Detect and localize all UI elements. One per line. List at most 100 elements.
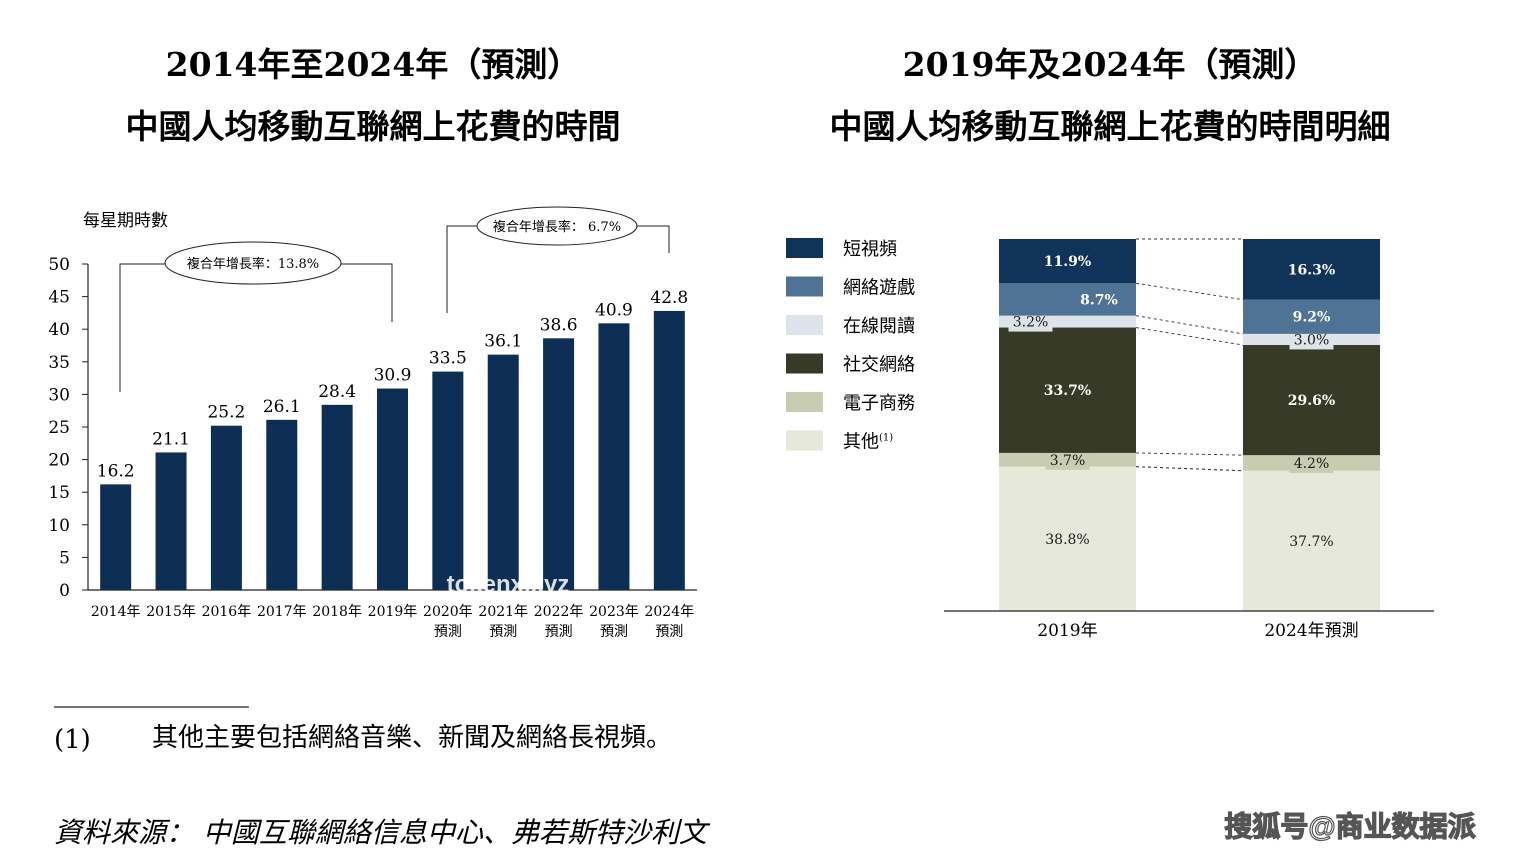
bar-value-label: 36.1 xyxy=(484,332,522,352)
x-axis-labels-right: 2019年 2024年預測 xyxy=(1037,621,1358,641)
segment-value-label: 8.7% xyxy=(1080,292,1118,308)
y-axis-unit-label: 每星期時數 xyxy=(83,211,168,231)
y-tick-label: 5 xyxy=(59,548,70,568)
y-tick-label: 25 xyxy=(48,418,70,438)
legend-swatch xyxy=(786,430,823,451)
bar xyxy=(210,425,242,590)
y-axis-ticks: 0 5 10 15 20 25 30 35 40 45 50 xyxy=(48,255,88,601)
legend-label: 在線閱讀 xyxy=(843,316,915,337)
y-tick-label: 20 xyxy=(48,451,70,471)
x-tick-label: 2017年 xyxy=(257,604,307,620)
segment-connector xyxy=(1135,282,1244,301)
x-tick-label: 2020年 xyxy=(423,604,473,620)
x-tick-sublabel: 預測 xyxy=(489,624,517,640)
stacked-segment xyxy=(999,283,1136,316)
x-tick-sublabel: 預測 xyxy=(434,624,462,640)
x-tick-label: 2016年 xyxy=(202,604,252,620)
bar xyxy=(321,404,353,590)
segment-value-label: 38.8% xyxy=(1045,532,1089,548)
legend-swatch xyxy=(786,392,823,412)
legend-swatch xyxy=(786,238,823,258)
segment-value-label: 16.3% xyxy=(1288,262,1335,278)
legend-label: 短視頻 xyxy=(843,239,897,260)
right-chart-title-line2: 中國人均移動互聯網上花費的時間明細 xyxy=(830,107,1391,146)
bar-series: 16.2 21.1 25.2 26.1 28.4 30.9 33.5 36.1 38.6 40.9… xyxy=(97,288,688,590)
segment-connector-lines xyxy=(1135,238,1244,472)
x-tick-sublabel: 預測 xyxy=(545,624,573,640)
stacked-segment xyxy=(1243,345,1380,456)
x-tick-label: 2021年 xyxy=(478,604,528,620)
bar xyxy=(543,338,575,590)
y-tick-label: 45 xyxy=(48,288,70,308)
cagr-ellipse-2 xyxy=(476,206,638,246)
bar-value-label: 33.5 xyxy=(429,349,467,369)
segment-value-label: 11.9% xyxy=(1044,254,1091,270)
bar xyxy=(377,388,408,590)
footnote-text: 其他主要包括網絡音樂、新聞及網絡長視頻。 xyxy=(152,723,672,753)
segment-label-bg xyxy=(1045,449,1090,470)
y-tick-label: 10 xyxy=(48,516,70,536)
segment-value-label: 9.2% xyxy=(1293,310,1331,326)
cagr-bracket-right xyxy=(340,263,393,322)
bar-value-label: 16.2 xyxy=(97,461,135,481)
cagr-label-2: 複合年增長率： 6.7% xyxy=(493,219,621,235)
source-note: 資料來源： 中國互聯網絡信息中心、弗若斯特沙利文 xyxy=(54,816,711,849)
segment-value-label: 3.2% xyxy=(1013,315,1049,331)
x-tick-label: 2015年 xyxy=(146,604,196,620)
stacked-segment xyxy=(1243,299,1380,334)
segment-value-label: 3.0% xyxy=(1294,332,1330,348)
segment-value-label: 37.7% xyxy=(1289,534,1333,550)
bar xyxy=(598,323,630,590)
x-tick-label-right: 2024年預測 xyxy=(1264,621,1358,641)
bar-value-label: 30.9 xyxy=(374,366,412,386)
watermark-center: tokenx.xyz xyxy=(447,571,570,598)
stacked-segment xyxy=(1243,470,1380,611)
legend-label: 其他(1) xyxy=(843,432,893,453)
y-tick-label: 0 xyxy=(59,581,70,601)
x-tick-label: 2014年 xyxy=(91,604,141,620)
segment-value-label: 3.7% xyxy=(1050,453,1086,469)
footnote-marker: (1) xyxy=(54,725,91,755)
cagr-bracket-left xyxy=(119,263,166,392)
legend-swatch xyxy=(786,276,823,297)
stacked-segment xyxy=(1243,239,1380,300)
cagr-ellipse-1 xyxy=(164,241,342,285)
cagr2-bracket-right xyxy=(636,225,670,253)
growth-bar-chart: 每星期時數 0 5 10 15 20 25 30 35 40 45 50 16.2 21.1 25.2 2… xyxy=(48,206,697,640)
bar-value-label: 26.1 xyxy=(263,397,301,417)
x-tick-sublabel: 預測 xyxy=(655,624,683,640)
legend-label: 電子商務 xyxy=(843,393,915,414)
segment-connector xyxy=(1135,466,1244,472)
x-tick-label: 2023年 xyxy=(589,604,639,620)
x-tick-label: 2024年 xyxy=(644,604,694,620)
segment-connector xyxy=(1135,315,1244,335)
bar xyxy=(487,354,519,590)
left-chart-title-line1: 2014年至2024年（預測） xyxy=(166,45,581,84)
legend-label: 網絡遊戲 xyxy=(843,278,915,299)
stacked-segment xyxy=(999,327,1136,453)
y-tick-label: 50 xyxy=(48,255,70,275)
bar-value-label: 38.6 xyxy=(540,315,578,335)
x-tick-label: 2022年 xyxy=(534,604,584,620)
segment-connector xyxy=(1135,327,1244,346)
x-tick-label: 2019年 xyxy=(368,604,418,620)
bar xyxy=(155,452,187,590)
right-chart-title-line1: 2019年及2024年（預測） xyxy=(903,45,1318,84)
bar xyxy=(266,419,298,590)
bar xyxy=(432,371,464,590)
bar-value-label: 40.9 xyxy=(595,300,633,320)
segment-value-label: 29.6% xyxy=(1288,393,1335,409)
segment-value-label: 4.2% xyxy=(1294,456,1330,472)
bar-value-label: 25.2 xyxy=(207,403,245,423)
stacked-segment xyxy=(999,315,1136,328)
watermark-corner: 搜狐号@商业数据派 xyxy=(1224,811,1475,842)
legend-label: 社交網絡 xyxy=(843,355,915,376)
y-tick-label: 30 xyxy=(48,385,70,405)
x-tick-label: 2018年 xyxy=(312,604,362,620)
segment-label-bg xyxy=(1289,329,1334,350)
stacked-segment xyxy=(999,466,1136,611)
left-chart-title-line2: 中國人均移動互聯網上花費的時間 xyxy=(126,107,621,146)
